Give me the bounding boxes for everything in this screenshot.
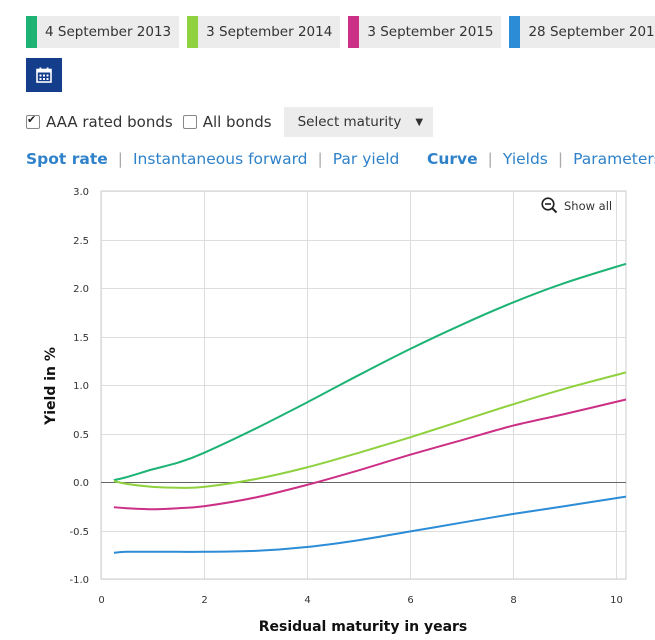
date-label: 3 September 2015 xyxy=(367,24,494,40)
bond-filters: AAA rated bonds All bonds Select maturit… xyxy=(26,107,434,137)
tab-separator: | xyxy=(117,150,123,168)
tab-separator: | xyxy=(317,150,323,168)
x-tick-label: 0 xyxy=(98,595,104,606)
tab-instantaneous-forward[interactable]: Instantaneous forward xyxy=(132,150,308,168)
series-line-1 xyxy=(113,371,627,489)
show-all-label: Show all xyxy=(564,198,613,213)
y-tick-label: 1.5 xyxy=(73,333,89,344)
tab-par-yield[interactable]: Par yield xyxy=(332,150,400,168)
date-label: 4 September 2013 xyxy=(45,24,172,40)
date-tag-2016[interactable]: 28 September 2016 xyxy=(509,16,655,48)
x-axis: 0 2 4 6 8 10 xyxy=(98,595,623,606)
all-bonds-checkbox[interactable]: All bonds xyxy=(182,113,272,131)
y-tick-label: 2.0 xyxy=(73,284,89,295)
tab-parameters[interactable]: Parameters xyxy=(573,150,655,168)
x-tick-label: 2 xyxy=(201,595,207,606)
aaa-bonds-label: AAA rated bonds xyxy=(46,113,173,131)
view-tabs: Curve | Yields | Parameters xyxy=(427,150,655,168)
series-line-3 xyxy=(113,495,627,554)
y-tick-label: 2.5 xyxy=(73,236,89,247)
yield-curve-chart: -1.0 -0.5 0.0 0.5 1.0 1.5 2.0 2.5 3.0 0 2 4 6 8 10 Re… xyxy=(43,187,627,635)
date-swatch xyxy=(509,16,521,48)
series-line-0 xyxy=(113,262,627,482)
date-tag-2013[interactable]: 4 September 2013 xyxy=(26,16,180,48)
checkbox-checked-icon[interactable] xyxy=(26,113,40,129)
y-tick-label: 0.5 xyxy=(73,430,89,441)
date-label: 3 September 2014 xyxy=(206,24,333,40)
date-selector: 4 September 2013 3 September 2014 3 Sept… xyxy=(26,16,655,48)
tab-curve[interactable]: Curve xyxy=(427,150,478,168)
maturity-select[interactable]: Select maturity ▼ xyxy=(283,107,434,137)
checkbox-unchecked-icon[interactable] xyxy=(182,115,197,129)
aaa-bonds-checkbox[interactable]: AAA rated bonds xyxy=(26,113,173,131)
maturity-select-label: Select maturity xyxy=(297,114,402,130)
y-tick-label: 0.0 xyxy=(73,478,89,489)
date-swatch xyxy=(26,16,37,48)
calendar-icon xyxy=(36,67,52,83)
x-tick-label: 10 xyxy=(610,595,623,606)
all-bonds-label: All bonds xyxy=(202,113,272,131)
chart-grid xyxy=(100,190,627,580)
curve-type-tabs: Spot rate | Instantaneous forward | Par … xyxy=(26,150,399,168)
y-tick-label: 3.0 xyxy=(73,187,89,198)
date-tag-2014[interactable]: 3 September 2014 xyxy=(187,16,341,48)
y-tick-label: -0.5 xyxy=(69,527,89,538)
calendar-button[interactable] xyxy=(26,58,62,92)
tab-separator: | xyxy=(557,150,564,168)
date-swatch xyxy=(348,16,360,48)
y-tick-label: 1.0 xyxy=(73,381,89,392)
x-tick-label: 8 xyxy=(510,595,516,606)
y-axis-title: Yield in % xyxy=(43,347,59,426)
show-all-button[interactable]: Show all xyxy=(541,197,613,214)
date-label: 28 September 2016 xyxy=(528,24,655,40)
tab-separator: | xyxy=(487,150,493,168)
y-tick-label: -1.0 xyxy=(69,575,89,586)
x-tick-label: 6 xyxy=(407,595,413,606)
date-swatch xyxy=(187,16,199,48)
tab-spot-rate[interactable]: Spot rate xyxy=(26,150,108,168)
tab-yields[interactable]: Yields xyxy=(502,150,548,168)
date-tag-2015[interactable]: 3 September 2015 xyxy=(348,16,502,48)
series-line-2 xyxy=(113,398,627,511)
x-axis-title: Residual maturity in years xyxy=(259,619,468,635)
caret-down-icon: ▼ xyxy=(415,116,424,128)
chart-series xyxy=(113,262,627,554)
zoom-out-icon xyxy=(541,197,558,214)
y-axis: -1.0 -0.5 0.0 0.5 1.0 1.5 2.0 2.5 3.0 xyxy=(69,187,89,586)
x-tick-label: 4 xyxy=(304,595,310,606)
